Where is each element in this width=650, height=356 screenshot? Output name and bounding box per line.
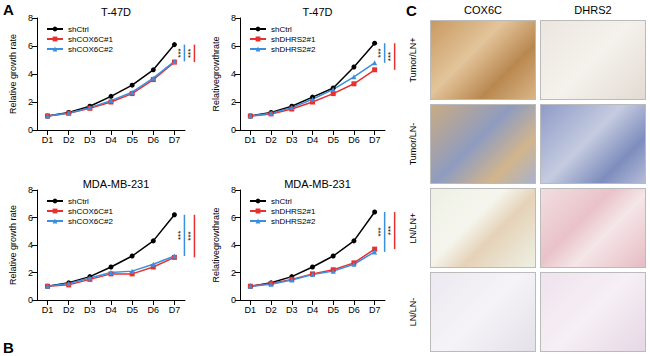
svg-text:***: ***	[176, 231, 185, 240]
svg-text:D1: D1	[42, 305, 54, 315]
svg-text:***: ***	[186, 231, 195, 240]
html-text:LN/LN-: LN/LN-	[408, 297, 418, 327]
html-text:C: C	[406, 2, 417, 19]
svg-text:D4: D4	[105, 135, 117, 145]
svg-text:8: 8	[231, 185, 236, 195]
html-text:Tumor/LN+: Tumor/LN+	[408, 37, 418, 83]
svg-text:D2: D2	[63, 135, 75, 145]
html-text:LN/LN+: LN/LN+	[408, 212, 418, 244]
svg-text:6: 6	[231, 41, 236, 51]
svg-text:D4: D4	[105, 305, 117, 315]
svg-text:shCOX6C#1: shCOX6C#1	[68, 207, 113, 216]
svg-text:6: 6	[231, 213, 236, 223]
svg-text:2: 2	[231, 268, 236, 278]
svg-text:D5: D5	[126, 135, 138, 145]
svg-text:D1: D1	[245, 305, 257, 315]
svg-text:D2: D2	[265, 305, 277, 315]
svg-text:***: ***	[386, 226, 395, 235]
svg-text:D3: D3	[84, 305, 96, 315]
svg-text:Relativegrowthrate: Relativegrowthrate	[211, 36, 221, 111]
svg-text:shDHRS2#2: shDHRS2#2	[271, 217, 316, 226]
html-text:Tumor/LN-: Tumor/LN-	[408, 122, 418, 166]
svg-text:4: 4	[231, 240, 236, 250]
svg-text:D4: D4	[307, 305, 319, 315]
svg-text:D5: D5	[126, 305, 138, 315]
svg-text:D7: D7	[369, 135, 381, 145]
svg-text:B: B	[3, 339, 14, 356]
svg-text:shCtrl: shCtrl	[68, 197, 89, 206]
svg-text:T-47D: T-47D	[303, 6, 333, 18]
svg-text:8: 8	[28, 13, 33, 23]
svg-text:8: 8	[28, 185, 33, 195]
svg-text:D6: D6	[148, 135, 160, 145]
svg-text:D5: D5	[327, 305, 339, 315]
svg-text:D2: D2	[63, 305, 75, 315]
svg-text:4: 4	[231, 69, 236, 79]
svg-text:D3: D3	[84, 135, 96, 145]
svg-text:D2: D2	[265, 135, 277, 145]
svg-text:shDHRS2#2: shDHRS2#2	[271, 45, 316, 54]
svg-text:***: ***	[386, 52, 395, 61]
svg-text:8: 8	[231, 13, 236, 23]
svg-text:2: 2	[28, 268, 33, 278]
svg-text:shCOX6C#2: shCOX6C#2	[68, 217, 113, 226]
svg-text:***: ***	[376, 227, 385, 236]
svg-text:MDA-MB-231: MDA-MB-231	[284, 178, 351, 190]
html-text:DHRS2: DHRS2	[574, 4, 612, 16]
svg-text:D6: D6	[348, 135, 360, 145]
svg-text:2: 2	[231, 97, 236, 107]
svg-text:D1: D1	[42, 135, 54, 145]
svg-text:D3: D3	[286, 135, 298, 145]
svg-text:Relative growth rate: Relative growth rate	[8, 205, 18, 285]
svg-text:4: 4	[28, 240, 33, 250]
svg-text:shDHRS2#1: shDHRS2#1	[271, 35, 316, 44]
svg-text:D1: D1	[245, 135, 257, 145]
svg-text:0: 0	[28, 125, 33, 135]
svg-text:shCOX6C#1: shCOX6C#1	[68, 35, 113, 44]
svg-text:6: 6	[28, 41, 33, 51]
svg-text:D6: D6	[148, 305, 160, 315]
svg-text:MDA-MB-231: MDA-MB-231	[83, 178, 150, 190]
svg-text:D3: D3	[286, 305, 298, 315]
svg-text:Relativegrowthrate: Relativegrowthrate	[211, 207, 221, 282]
svg-text:4: 4	[28, 69, 33, 79]
svg-text:D7: D7	[369, 305, 381, 315]
svg-text:0: 0	[231, 125, 236, 135]
svg-text:***: ***	[186, 49, 195, 58]
svg-text:shCOX6C#2: shCOX6C#2	[68, 45, 113, 54]
svg-text:A: A	[3, 1, 14, 18]
svg-text:shCtrl: shCtrl	[68, 25, 89, 34]
html-text:COX6C: COX6C	[464, 4, 502, 16]
svg-text:shDHRS2#1: shDHRS2#1	[271, 207, 316, 216]
svg-text:2: 2	[28, 97, 33, 107]
svg-text:shCtrl: shCtrl	[271, 25, 292, 34]
svg-text:Relative growth rate: Relative growth rate	[8, 34, 18, 114]
svg-text:D5: D5	[327, 135, 339, 145]
svg-text:0: 0	[231, 295, 236, 305]
svg-text:shCtrl: shCtrl	[271, 197, 292, 206]
svg-text:***: ***	[176, 48, 185, 57]
svg-text:D6: D6	[348, 305, 360, 315]
svg-text:0: 0	[28, 295, 33, 305]
svg-text:***: ***	[376, 48, 385, 57]
svg-text:6: 6	[28, 213, 33, 223]
svg-text:D4: D4	[307, 135, 319, 145]
svg-text:D7: D7	[169, 135, 181, 145]
svg-text:T-47D: T-47D	[101, 6, 131, 18]
svg-text:D7: D7	[169, 305, 181, 315]
